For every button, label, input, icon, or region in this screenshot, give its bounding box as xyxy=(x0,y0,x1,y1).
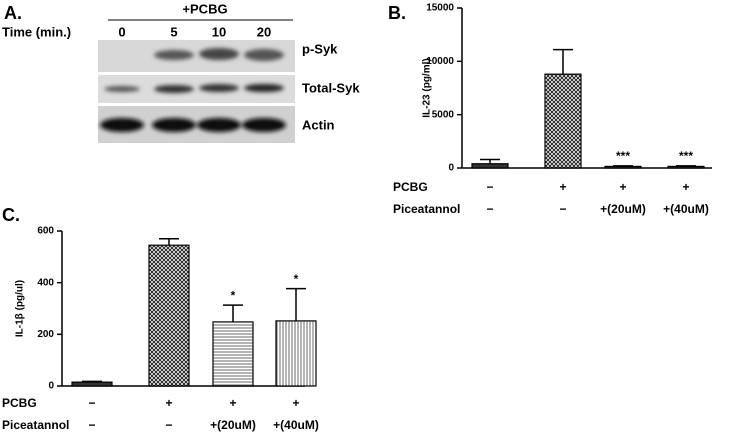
condition-value: +(40uM) xyxy=(273,418,319,432)
y-tick-label: 200 xyxy=(37,329,54,340)
condition-value: − xyxy=(165,418,172,432)
bar xyxy=(275,320,317,387)
condition-value: − xyxy=(88,418,95,432)
bar xyxy=(604,165,642,169)
condition-value: − xyxy=(88,396,95,410)
panel-label: C. xyxy=(2,205,20,225)
significance: * xyxy=(294,272,299,286)
y-axis-label: IL-23 (pg/ml) xyxy=(422,58,433,117)
error-bar xyxy=(553,48,573,75)
error-bar xyxy=(480,158,500,164)
condition-value: + xyxy=(165,396,172,410)
y-tick-label: 600 xyxy=(37,226,54,237)
y-axis-label: IL-1β (pg/ul) xyxy=(15,280,26,337)
y-tick-label: 10000 xyxy=(426,56,454,67)
error-bar xyxy=(223,304,243,322)
condition-value: +(40uM) xyxy=(663,202,709,216)
significance: * xyxy=(231,288,236,302)
condition-value: + xyxy=(292,396,299,410)
treatment-label: +PCBG xyxy=(182,1,227,16)
blot-row-label: Total-Syk xyxy=(302,80,360,95)
bar xyxy=(667,165,705,169)
panel-label: A. xyxy=(4,3,22,23)
condition-value: + xyxy=(559,180,566,194)
error-bar xyxy=(676,165,696,167)
blot-row-label: p-Syk xyxy=(302,41,338,56)
condition-value: + xyxy=(682,180,689,194)
error-bar xyxy=(613,165,633,167)
blot-bands xyxy=(100,48,286,132)
blot-panel: A. +PCBG Time (min.) xyxy=(2,1,295,143)
blot-row-label: Actin xyxy=(302,117,335,132)
condition-value: +(20uM) xyxy=(600,202,646,216)
y-tick-label: 400 xyxy=(37,277,54,288)
bar xyxy=(471,163,509,169)
y-tick-label: 0 xyxy=(448,163,454,174)
error-bar xyxy=(159,238,179,246)
condition-name: PCBG xyxy=(2,396,37,410)
time-point: 0 xyxy=(118,24,125,39)
bar xyxy=(148,244,190,387)
condition-value: − xyxy=(486,202,493,216)
significance: *** xyxy=(616,149,630,163)
bar xyxy=(71,381,113,387)
condition-value: + xyxy=(229,396,236,410)
time-point: 5 xyxy=(170,24,177,39)
condition-name: PCBG xyxy=(393,180,428,194)
y-tick-label: 5000 xyxy=(432,109,455,120)
bar xyxy=(544,73,582,169)
significance: *** xyxy=(679,149,693,163)
condition-value: − xyxy=(559,202,566,216)
error-bar xyxy=(286,287,306,321)
condition-name: Piceatannol xyxy=(393,202,460,216)
time-label: Time (min.) xyxy=(2,24,71,39)
condition-name: Piceatannol xyxy=(2,418,69,432)
condition-value: − xyxy=(486,180,493,194)
panel-label: B. xyxy=(388,3,406,23)
y-tick-label: 0 xyxy=(48,381,54,392)
time-point: 20 xyxy=(257,24,271,39)
error-bar xyxy=(82,380,102,383)
y-tick-label: 15000 xyxy=(426,3,454,14)
bar xyxy=(212,321,254,387)
time-point: 10 xyxy=(212,24,226,39)
condition-value: +(20uM) xyxy=(210,418,256,432)
condition-value: + xyxy=(619,180,626,194)
